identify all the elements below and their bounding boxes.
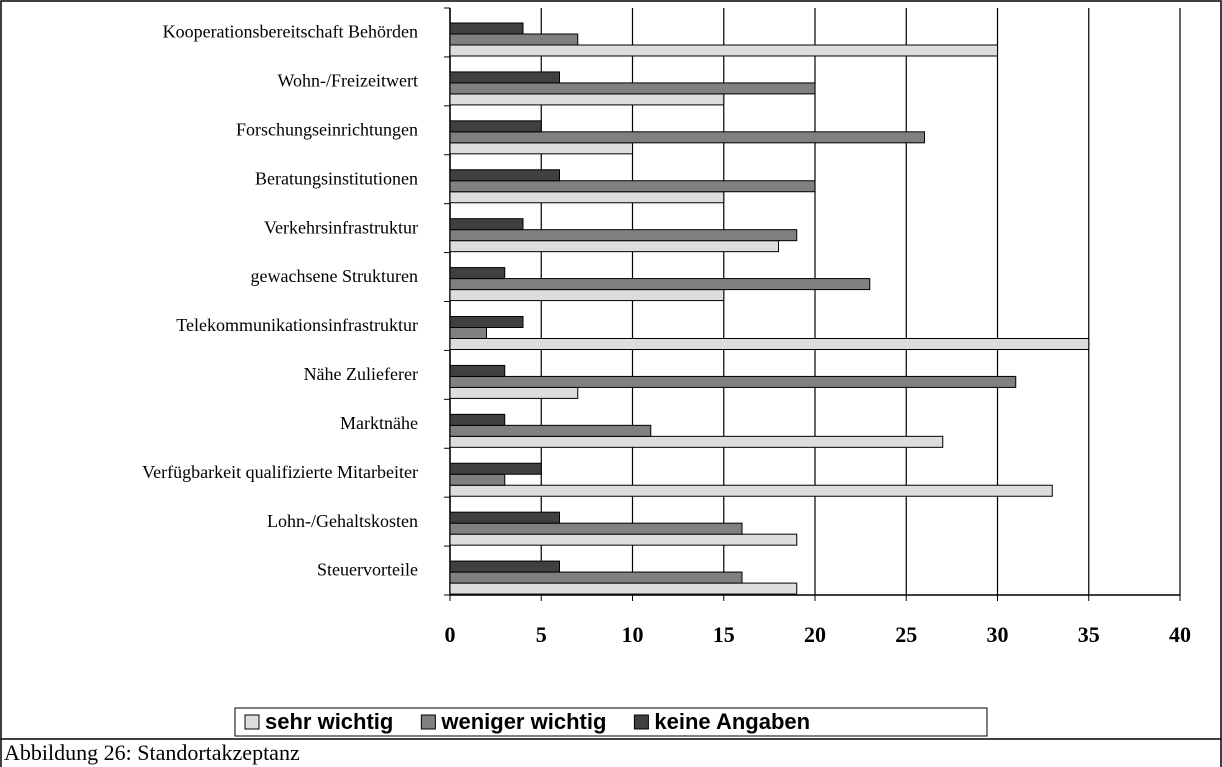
bar [449,484,1053,497]
bar [449,218,524,231]
y-tick-label: Marktnähe [340,413,418,433]
y-tick-label: Forschungseinrichtungen [236,119,418,139]
y-tick-label: Lohn-/Gehaltskosten [267,511,418,531]
bar [449,120,542,133]
x-tick-label: 35 [1078,622,1100,647]
x-tick-label: 20 [804,622,826,647]
bar [449,571,743,584]
bar [449,191,725,204]
y-tick-label: Steuervorteile [317,560,418,580]
bar [449,267,506,280]
bar [449,82,816,95]
bar [449,169,560,182]
caption: Abbildung 26: Standortakzeptanz [4,740,300,765]
bar [449,560,560,573]
y-tick-label: Wohn-/Freizeitwert [277,71,418,91]
bar [449,533,798,546]
legend-label: sehr wichtig [265,709,393,734]
bar [449,33,579,46]
bar [449,511,560,524]
bar [449,93,725,106]
y-tick-label: Verfügbarkeit qualifizierte Mitarbeiter [142,462,418,482]
legend-swatch [633,714,649,730]
x-tick-label: 25 [895,622,917,647]
bar [449,71,560,84]
bar [449,375,1017,388]
bar [449,435,944,448]
y-tick-label: Verkehrsinfrastruktur [264,217,418,237]
y-tick-label: Telekommunikationsinfrastruktur [176,315,418,335]
y-tick-label: Kooperationsbereitschaft Behörden [163,22,418,42]
bar [449,413,506,426]
x-tick-label: 15 [713,622,735,647]
bar [449,278,871,291]
x-tick-label: 40 [1169,622,1191,647]
bar [449,180,816,193]
x-tick-label: 0 [445,622,456,647]
bar [449,473,506,486]
bar [449,327,487,339]
bar [449,316,524,328]
bar [449,424,652,437]
x-tick-label: 5 [536,622,547,647]
legend-swatch [420,714,436,730]
legend-label: weniger wichtig [440,709,606,734]
bar [449,142,633,155]
y-tick-label: Nähe Zulieferer [304,364,418,384]
bar [449,462,542,475]
bar [449,338,1090,350]
bar [449,386,579,399]
x-tick-label: 10 [622,622,644,647]
bar [449,131,925,144]
bar [449,44,998,57]
legend-box [234,707,988,737]
legend-label: keine Angaben [654,709,810,734]
bar [449,22,524,35]
bar [449,582,798,595]
bar [449,289,725,302]
y-tick-label: gewachsene Strukturen [251,266,418,286]
bar [449,522,743,535]
frame [0,0,1222,740]
bar [449,364,506,377]
y-tick-label: Beratungsinstitutionen [255,168,418,188]
bar [449,240,779,253]
legend-swatch [244,714,260,730]
bar [449,229,798,242]
x-tick-label: 30 [987,622,1009,647]
